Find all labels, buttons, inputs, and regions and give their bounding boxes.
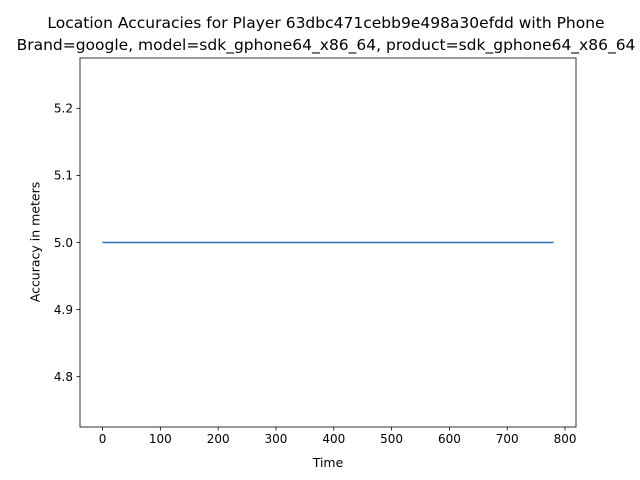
x-tick-label-8: 800	[554, 432, 577, 446]
y-tick-label-0: 4.8	[54, 370, 73, 384]
chart-title-line-1: Location Accuracies for Player 63dbc471c…	[47, 14, 604, 32]
x-tick-label-6: 600	[438, 432, 461, 446]
y-tick-label-3: 5.1	[54, 169, 73, 183]
x-tick-label-7: 700	[496, 432, 519, 446]
x-tick-label-0: 0	[99, 432, 107, 446]
x-tick-label-5: 500	[380, 432, 403, 446]
x-tick-label-2: 200	[207, 432, 230, 446]
y-axis-label: Accuracy in meters	[28, 182, 43, 303]
x-tick-label-1: 100	[149, 432, 172, 446]
x-axis-label: Time	[312, 455, 344, 470]
x-tick-label-3: 300	[265, 432, 288, 446]
x-tick-label-4: 400	[322, 432, 345, 446]
axes-frame	[79, 57, 577, 428]
chart-title-line-2: Brand=google, model=sdk_gphone64_x86_64,…	[17, 36, 636, 55]
y-tick-label-1: 4.9	[54, 303, 73, 317]
y-tick-label-2: 5.0	[54, 236, 73, 250]
y-tick-label-4: 5.2	[54, 102, 73, 116]
plot-area: 0 100 200 300 400 500 600 700 800 4.8 4.9 5.0 5.1 5.2	[54, 57, 577, 446]
